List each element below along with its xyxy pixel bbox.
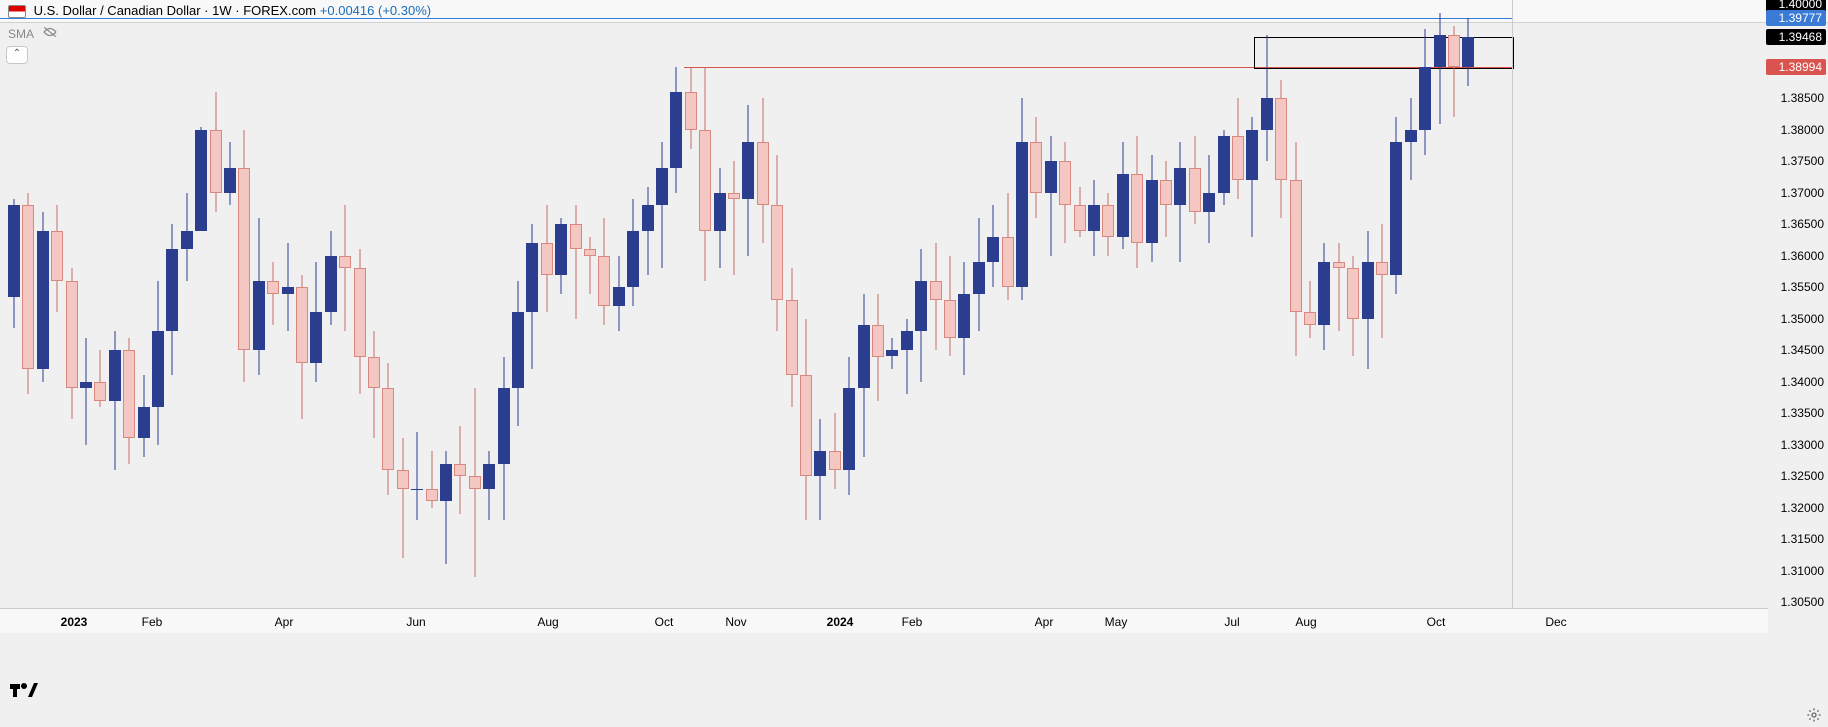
yaxis-tick: 1.35500 [1781, 280, 1824, 294]
xaxis-label: Apr [1035, 615, 1054, 629]
yaxis-tick: 1.38000 [1781, 123, 1824, 137]
yaxis-tick: 1.31000 [1781, 564, 1824, 578]
price-label: 1.39777 [1766, 10, 1826, 26]
xaxis-label: Nov [725, 615, 746, 629]
yaxis-tick: 1.38500 [1781, 91, 1824, 105]
xaxis-label: Dec [1545, 615, 1566, 629]
xaxis-label: Aug [1295, 615, 1316, 629]
drawn-rectangle[interactable] [1254, 37, 1514, 69]
yaxis-tick: 1.35000 [1781, 312, 1824, 326]
xaxis-label: Aug [537, 615, 558, 629]
yaxis-tick: 1.30500 [1781, 595, 1824, 609]
xaxis-label: Oct [655, 615, 674, 629]
yaxis-border [1512, 0, 1513, 608]
xaxis-label: 2024 [827, 615, 854, 629]
time-axis[interactable]: 2023 Feb Apr Jun Aug Oct Nov 2024 Feb Apr May Jul Au… [0, 608, 1768, 633]
xaxis-label: Oct [1427, 615, 1446, 629]
xaxis-label: Feb [902, 615, 923, 629]
xaxis-label: 2023 [61, 615, 88, 629]
settings-icon[interactable] [1806, 707, 1822, 723]
price-label: 1.39468 [1766, 29, 1826, 45]
yaxis-tick: 1.34500 [1781, 343, 1824, 357]
yaxis-tick: 1.32500 [1781, 469, 1824, 483]
xaxis-label: Apr [275, 615, 294, 629]
yaxis-tick: 1.33500 [1781, 406, 1824, 420]
xaxis-label: Feb [142, 615, 163, 629]
yaxis-tick: 1.37500 [1781, 154, 1824, 168]
tradingview-logo-icon [10, 681, 38, 697]
xaxis-label: May [1105, 615, 1128, 629]
price-label: 1.38994 [1766, 59, 1826, 75]
yaxis-tick: 1.36500 [1781, 217, 1824, 231]
xaxis-label: Jul [1224, 615, 1239, 629]
yaxis-tick: 1.33000 [1781, 438, 1824, 452]
yaxis-tick: 1.32000 [1781, 501, 1824, 515]
yaxis-tick: 1.34000 [1781, 375, 1824, 389]
price-line[interactable] [0, 18, 1512, 19]
yaxis-tick: 1.36000 [1781, 249, 1824, 263]
yaxis-tick: 1.31500 [1781, 532, 1824, 546]
yaxis-tick: 1.37000 [1781, 186, 1824, 200]
xaxis-label: Jun [406, 615, 425, 629]
